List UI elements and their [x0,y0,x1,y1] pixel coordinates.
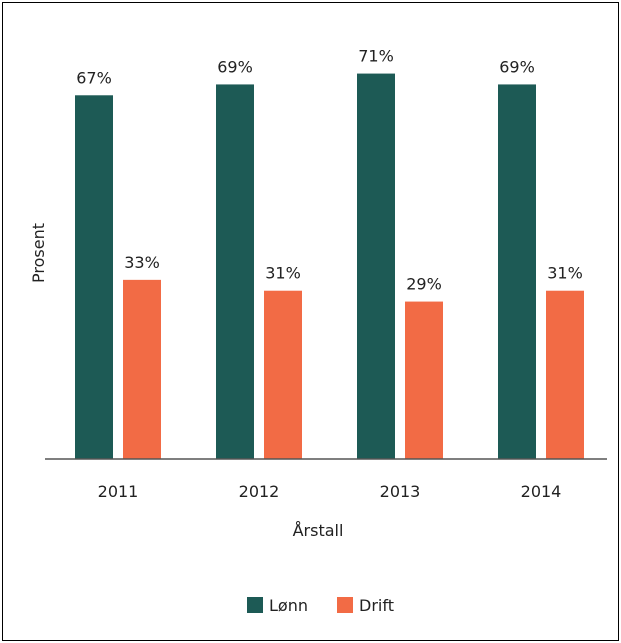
data-label-drift-2012: 31% [265,264,301,283]
x-tick-label-2013: 2013 [380,482,421,501]
bar-l-nn-2013 [357,73,395,460]
y-axis-label: Prosent [29,223,48,283]
bar-drift-2013 [405,301,443,459]
bars-layer [75,73,584,460]
legend-label-l-nn: Lønn [269,596,308,615]
x-tick-labels: 2011 2012 2013 2014 [98,482,562,501]
x-tick-label-2014: 2014 [521,482,562,501]
x-tick-label-2012: 2012 [239,482,280,501]
data-labels-layer: 67% 33% 69% 31% 71% 29% 69% 31% [76,47,583,294]
legend-swatch-drift [337,597,353,613]
x-tick-label-2011: 2011 [98,482,139,501]
bar-drift-2014 [546,290,584,459]
data-label-l-nn-2012: 69% [217,57,253,76]
data-label-drift-2014: 31% [547,264,583,283]
data-label-l-nn-2013: 71% [358,47,394,66]
bar-l-nn-2014 [498,84,536,459]
legend: Lønn Drift [247,596,394,615]
bar-l-nn-2012 [216,84,254,459]
x-axis-label: Årstall [293,521,344,540]
bar-chart: 67%33%69%31%71%29%69%31% 2011 2012 2013 201… [29,47,607,615]
data-label-drift-2011: 33% [124,253,160,272]
data-label-l-nn-2011: 67% [76,68,112,87]
bar-drift-2012 [264,290,302,459]
data-label-l-nn-2014: 69% [499,57,535,76]
bar-l-nn-2011 [75,95,113,460]
legend-swatch-l-nn [247,597,263,613]
legend-label-drift: Drift [359,596,394,615]
data-label-drift-2013: 29% [406,275,442,294]
bar-drift-2011 [123,279,161,459]
